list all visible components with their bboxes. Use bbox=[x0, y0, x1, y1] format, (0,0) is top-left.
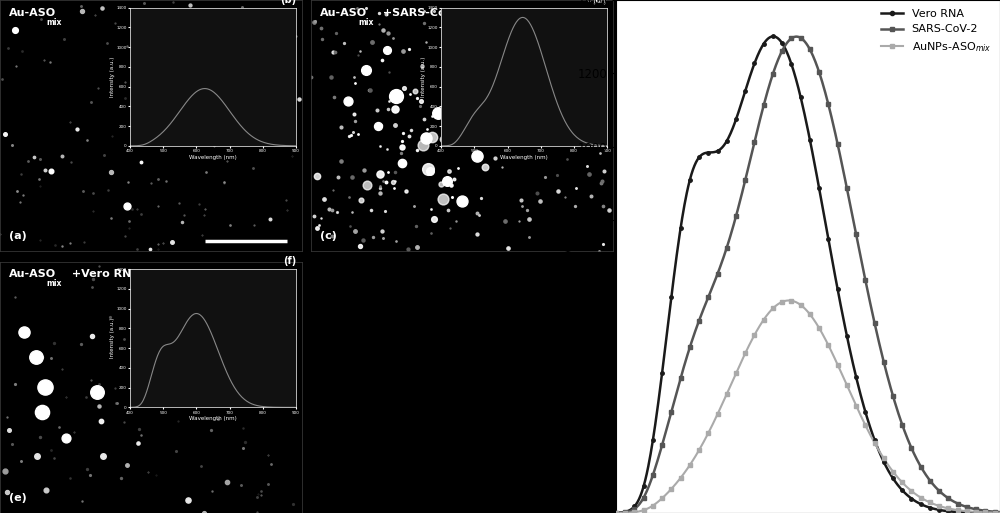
Text: Au-ASO: Au-ASO bbox=[320, 8, 367, 17]
Text: +Vero RNA: +Vero RNA bbox=[68, 269, 140, 279]
Text: mix: mix bbox=[47, 17, 62, 27]
Text: (c): (c) bbox=[320, 231, 337, 242]
Text: (e): (e) bbox=[9, 493, 27, 503]
Text: Au-ASO: Au-ASO bbox=[9, 269, 56, 279]
Text: +SARS-CoV-2 RNA: +SARS-CoV-2 RNA bbox=[379, 8, 496, 17]
Y-axis label: Intensity (a.u.): Intensity (a.u.) bbox=[559, 206, 573, 307]
Text: (a): (a) bbox=[9, 231, 27, 242]
Text: mix: mix bbox=[358, 17, 373, 27]
Text: mix: mix bbox=[47, 279, 62, 288]
Legend: Vero RNA, SARS-CoV-2, AuNPs-ASO$_{mix}$: Vero RNA, SARS-CoV-2, AuNPs-ASO$_{mix}$ bbox=[877, 6, 994, 57]
Text: Au-ASO: Au-ASO bbox=[9, 8, 56, 17]
